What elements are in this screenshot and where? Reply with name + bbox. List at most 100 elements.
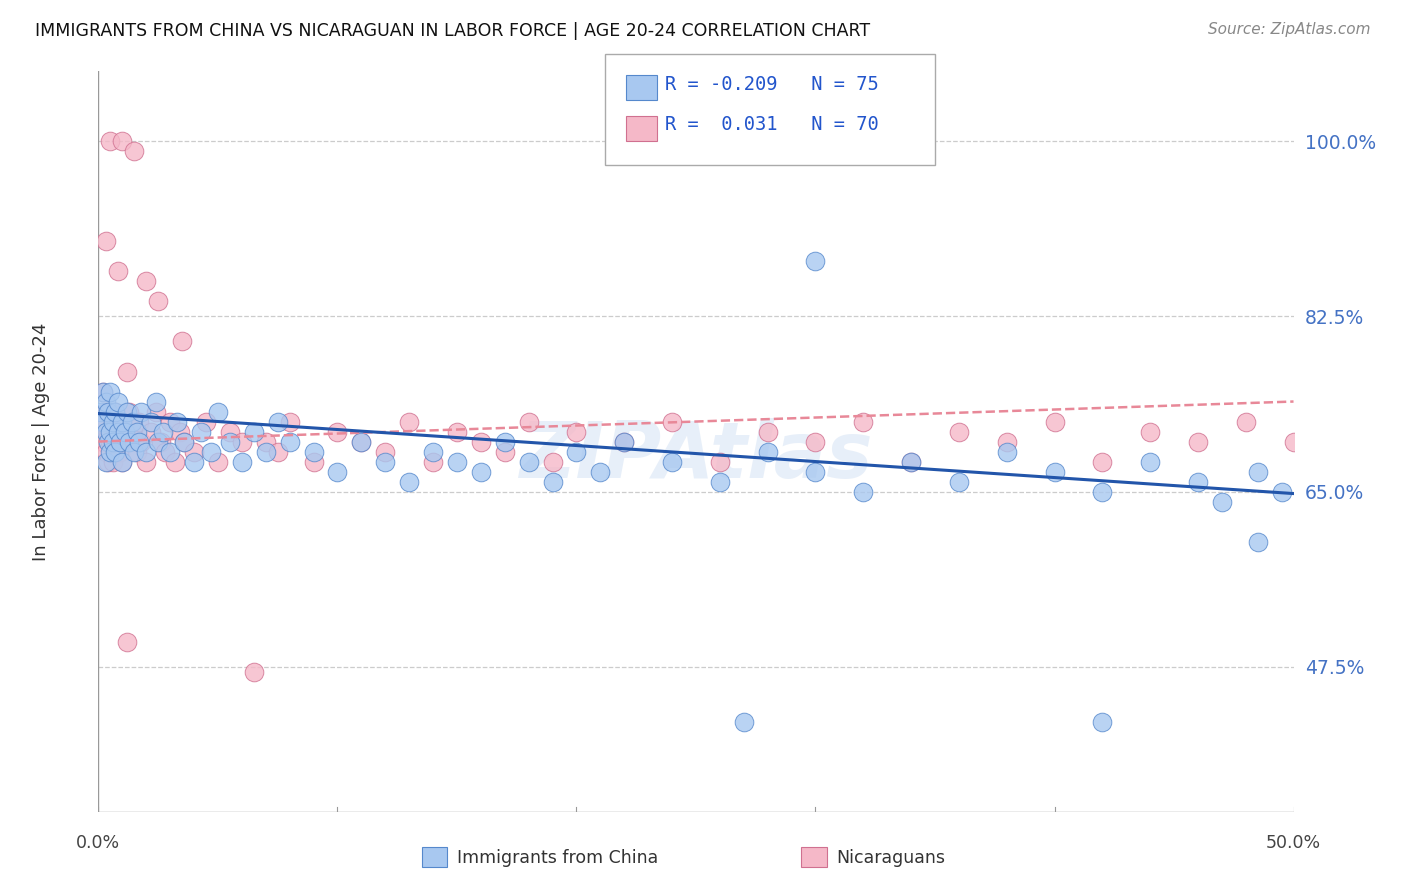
Point [173,434,195,449]
Point [1234,415,1257,429]
Point [1043,415,1066,429]
Point [148,434,170,449]
Point [108,444,131,458]
Point [517,454,540,468]
Point [1211,494,1233,508]
Point [94,425,117,439]
Point [422,444,444,458]
Point [159,444,181,458]
Point [1043,465,1066,479]
Point [94,394,117,409]
Point [169,425,191,439]
Point [756,425,779,439]
Point [374,444,396,458]
Point [104,404,127,418]
Point [97,404,120,418]
Point [163,454,186,468]
Point [145,404,167,418]
Point [900,454,922,468]
Point [90,404,112,418]
Point [124,145,146,159]
Point [494,444,516,458]
Point [118,404,141,418]
Point [91,415,114,429]
Point [470,434,492,449]
Point [135,444,157,458]
Point [398,475,420,489]
Point [948,425,970,439]
Point [267,444,290,458]
Point [94,444,117,458]
Point [207,404,229,418]
Point [149,434,172,449]
Point [94,235,117,249]
Point [1091,714,1114,729]
Point [219,425,242,439]
Point [733,714,755,729]
Point [804,254,827,268]
Point [709,475,731,489]
Point [97,434,120,449]
Point [101,454,124,468]
Text: Nicaraguans: Nicaraguans [837,849,946,867]
Point [326,465,349,479]
Point [97,454,120,468]
Point [139,415,162,429]
Point [1091,484,1114,499]
Point [948,475,970,489]
Point [121,415,143,429]
Point [470,465,492,479]
Point [804,135,827,149]
Point [1187,434,1209,449]
Text: R = -0.209   N = 75: R = -0.209 N = 75 [665,75,879,95]
Point [589,465,612,479]
Text: ZIPAtlas: ZIPAtlas [519,418,873,494]
Point [125,444,148,458]
Point [219,434,242,449]
Point [267,415,290,429]
Point [231,454,253,468]
Point [613,434,636,449]
Point [278,415,301,429]
Point [135,454,157,468]
Point [128,434,150,449]
Point [446,454,468,468]
Point [183,454,205,468]
Text: R =  0.031   N = 70: R = 0.031 N = 70 [665,115,879,135]
Text: IMMIGRANTS FROM CHINA VS NICARAGUAN IN LABOR FORCE | AGE 20-24 CORRELATION CHART: IMMIGRANTS FROM CHINA VS NICARAGUAN IN L… [35,22,870,40]
Point [804,465,827,479]
Point [98,404,122,418]
Point [278,434,301,449]
Point [152,425,174,439]
Point [159,415,181,429]
Point [107,264,129,278]
Point [94,454,117,468]
Point [111,135,134,149]
Point [207,454,229,468]
Point [115,364,138,378]
Point [541,475,564,489]
Point [254,444,277,458]
Point [104,444,127,458]
Point [1091,454,1114,468]
Point [111,454,134,468]
Text: Immigrants from China: Immigrants from China [457,849,658,867]
Text: Source: ZipAtlas.com: Source: ZipAtlas.com [1208,22,1371,37]
Point [114,425,136,439]
Point [398,415,420,429]
Point [183,444,205,458]
Point [91,434,114,449]
Point [91,384,114,399]
Point [98,384,122,399]
Point [107,425,129,439]
Point [517,415,540,429]
Point [900,454,922,468]
Point [107,394,129,409]
Point [446,425,468,439]
Point [780,135,803,149]
Point [709,454,731,468]
Point [124,434,146,449]
Point [111,415,134,429]
Text: In Labor Force | Age 20-24: In Labor Force | Age 20-24 [32,322,51,561]
Point [101,434,124,449]
